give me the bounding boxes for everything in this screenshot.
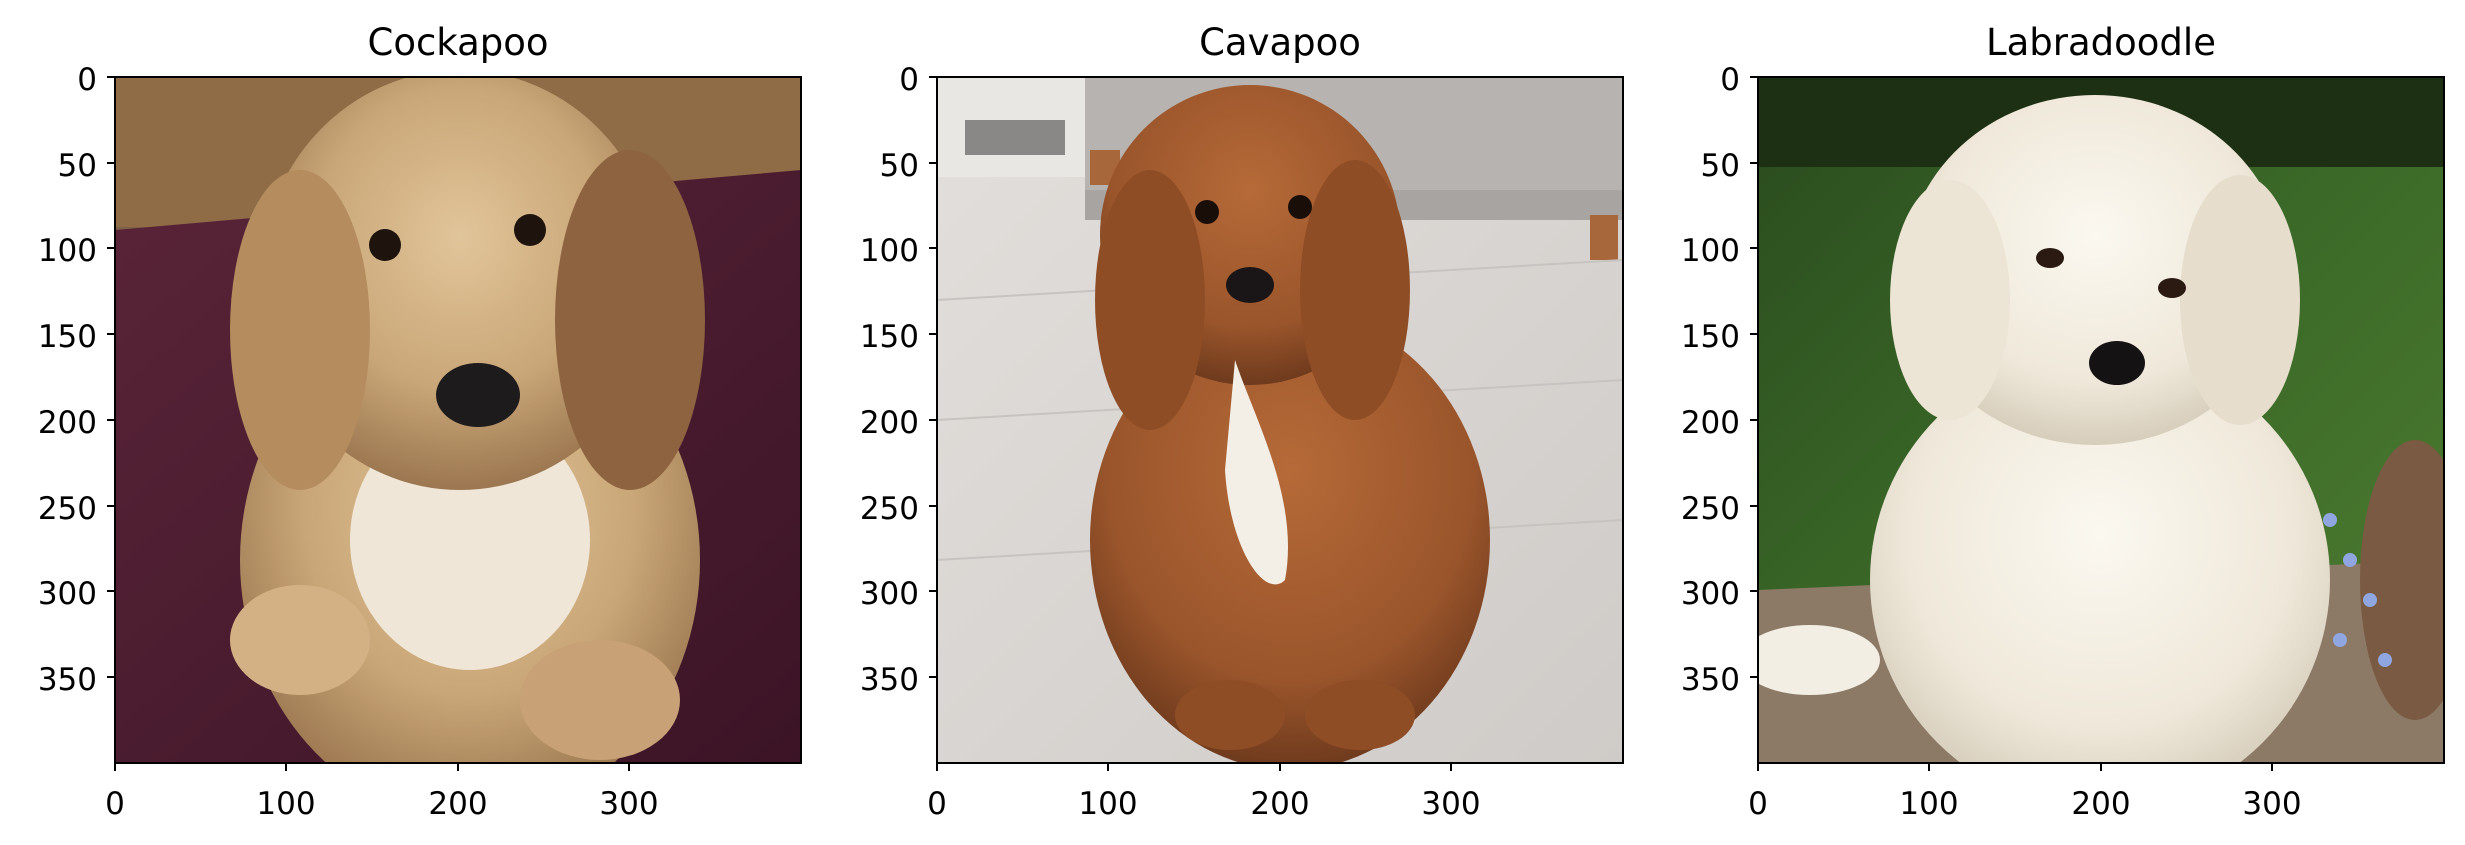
y-tick-label: 300 xyxy=(38,576,97,612)
x-tick-label: 300 xyxy=(1421,786,1480,822)
x-tick-label: 100 xyxy=(1899,786,1958,822)
x-axis: 0 100 200 300 xyxy=(927,763,1480,822)
y-tick-label: 0 xyxy=(77,62,97,98)
x-tick-label: 200 xyxy=(428,786,487,822)
y-tick-label: 100 xyxy=(1681,233,1740,269)
y-tick-label: 100 xyxy=(860,233,919,269)
x-tick-label: 0 xyxy=(1748,786,1768,822)
y-axis: 0 50 100 150 200 250 300 350 xyxy=(860,62,937,698)
y-tick-label: 300 xyxy=(1681,576,1740,612)
y-axis: 0 50 100 150 200 250 300 350 xyxy=(38,62,115,698)
panel-labradoodle: Labradoodle xyxy=(1681,21,2465,822)
y-tick-label: 200 xyxy=(1681,405,1740,441)
x-tick-label: 0 xyxy=(927,786,947,822)
y-tick-label: 250 xyxy=(38,491,97,527)
panel-title: Cavapoo xyxy=(1199,21,1361,64)
x-tick-label: 200 xyxy=(2071,786,2130,822)
y-tick-label: 50 xyxy=(880,148,919,184)
x-tick-label: 100 xyxy=(1078,786,1137,822)
panel-title: Cockapoo xyxy=(367,21,548,64)
x-axis: 0 100 200 300 xyxy=(105,763,658,822)
x-tick-label: 0 xyxy=(105,786,125,822)
panel-cavapoo: Cavapoo xyxy=(860,21,1623,822)
panel-title: Labradoodle xyxy=(1986,21,2216,64)
y-tick-label: 200 xyxy=(38,405,97,441)
y-tick-label: 50 xyxy=(58,148,97,184)
y-tick-label: 0 xyxy=(1720,62,1740,98)
x-tick-label: 300 xyxy=(599,786,658,822)
y-tick-label: 350 xyxy=(1681,662,1740,698)
y-tick-label: 350 xyxy=(38,662,97,698)
y-tick-label: 150 xyxy=(1681,319,1740,355)
y-tick-label: 250 xyxy=(1681,491,1740,527)
labradoodle-dog-photo xyxy=(1740,77,2465,810)
y-tick-label: 50 xyxy=(1701,148,1740,184)
y-tick-label: 150 xyxy=(860,319,919,355)
y-tick-label: 300 xyxy=(860,576,919,612)
x-tick-label: 200 xyxy=(1250,786,1309,822)
y-tick-label: 200 xyxy=(860,405,919,441)
y-tick-label: 350 xyxy=(860,662,919,698)
x-axis: 0 100 200 300 xyxy=(1748,763,2301,822)
x-tick-label: 300 xyxy=(2242,786,2301,822)
y-tick-label: 250 xyxy=(860,491,919,527)
panel-cockapoo: Cockapoo xyxy=(38,21,801,822)
y-axis: 0 50 100 150 200 250 300 350 xyxy=(1681,62,1758,698)
y-tick-label: 100 xyxy=(38,233,97,269)
y-tick-label: 0 xyxy=(899,62,919,98)
y-tick-label: 150 xyxy=(38,319,97,355)
x-tick-label: 100 xyxy=(256,786,315,822)
cavapoo-dog-photo xyxy=(937,77,1623,770)
cockapoo-dog-photo xyxy=(115,70,801,820)
